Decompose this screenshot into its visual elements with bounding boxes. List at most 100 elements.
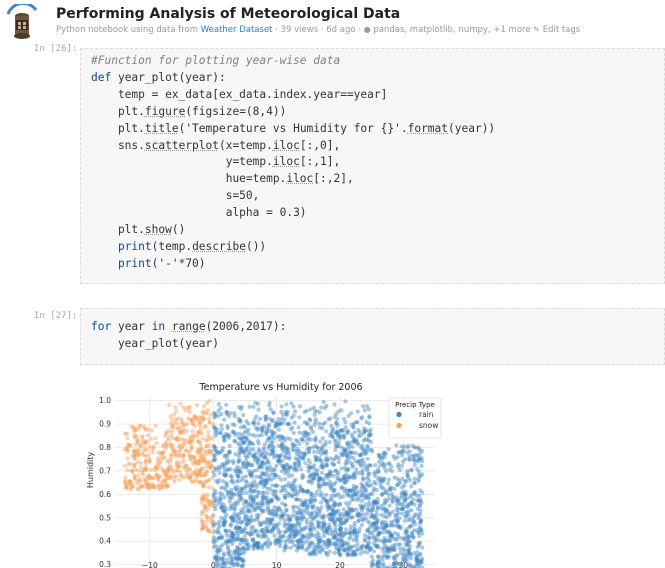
y-tick-label: 0.3 — [99, 560, 111, 568]
code-block[interactable]: for year in range(2006,2017): year_plot(… — [91, 319, 286, 353]
scatter-point-snow — [124, 483, 129, 488]
scatter-point-snow — [169, 457, 174, 462]
scatter-point-rain — [230, 495, 235, 500]
scatter-point-rain — [239, 478, 244, 483]
scatter-point-rain — [223, 453, 228, 458]
scatter-point-rain — [397, 478, 402, 484]
scatter-point-rain — [254, 541, 259, 546]
scatter-point-rain — [237, 466, 242, 472]
scatter-point-rain — [243, 514, 248, 519]
scatter-point-rain — [319, 500, 324, 505]
scatter-point-rain — [232, 492, 237, 497]
scatter-point-rain — [222, 454, 227, 459]
scatter-point-snow — [128, 443, 133, 448]
scatter-point-rain — [280, 533, 285, 539]
scatter-point-rain — [212, 521, 218, 526]
chart-title: Temperature vs Humidity for 2006 — [198, 382, 362, 393]
scatter-point-rain — [285, 450, 290, 455]
code-cell[interactable]: #Function for plotting year-wise data de… — [80, 48, 665, 284]
scatter-point-rain — [312, 412, 317, 417]
scatter-point-snow — [153, 464, 158, 469]
scatter-point-rain — [376, 554, 381, 559]
scatter-point-rain — [265, 504, 271, 509]
scatter-point-rain — [250, 432, 255, 438]
scatter-point-rain — [283, 495, 288, 500]
scatter-point-rain — [252, 421, 257, 426]
cell-prompt: In [27]: — [34, 311, 78, 321]
scatter-point-rain — [225, 432, 230, 437]
scatter-point-rain — [220, 464, 225, 469]
scatter-point-rain — [307, 432, 312, 437]
scatter-point-rain — [253, 433, 258, 438]
scatter-point-rain — [224, 460, 229, 465]
scatter-point-rain — [312, 463, 317, 468]
scatter-point-rain — [227, 528, 232, 533]
scatter-point-rain — [255, 493, 260, 498]
scatter-point-rain — [248, 485, 254, 490]
scatter-point-rain — [352, 529, 357, 534]
scatter-point-rain — [254, 484, 259, 490]
scatter-point-rain — [334, 468, 339, 473]
scatter-point-snow — [137, 424, 142, 429]
scatter-point-snow — [194, 473, 199, 478]
scatter-point-rain — [306, 464, 311, 469]
scatter-point-rain — [221, 520, 226, 525]
scatter-point-rain — [237, 419, 242, 424]
scatter-point-rain — [282, 465, 287, 470]
scatter-point-snow — [200, 417, 206, 422]
code-line: year_plot(year) — [91, 336, 219, 350]
scatter-point-rain — [262, 482, 267, 487]
scatter-point-rain — [360, 476, 366, 481]
scatter-point-rain — [255, 459, 260, 464]
scatter-point-rain — [258, 529, 263, 534]
pencil-icon[interactable]: ✎ — [533, 25, 540, 34]
scatter-point-rain — [213, 496, 218, 501]
scatter-point-rain — [227, 538, 232, 543]
scatter-point-rain — [399, 444, 404, 449]
scatter-point-rain — [333, 447, 338, 453]
scatter-point-rain — [275, 496, 280, 501]
scatter-point-rain — [309, 500, 314, 505]
scatter-point-rain — [264, 541, 269, 547]
scatter-point-rain — [212, 425, 217, 430]
scatter-point-rain — [231, 459, 236, 464]
scatter-point-rain — [321, 524, 326, 529]
scatter-point-rain — [353, 438, 358, 443]
scatter-point-rain — [255, 461, 260, 466]
scatter-point-rain — [252, 529, 257, 534]
scatter-point-rain — [237, 526, 242, 531]
scatter-point-rain — [236, 431, 241, 436]
scatter-point-snow — [179, 436, 184, 441]
scatter-point-rain — [313, 548, 318, 553]
scatter-point-rain — [317, 477, 322, 482]
scatter-point-rain — [221, 518, 226, 523]
scatter-point-rain — [264, 477, 270, 482]
edit-tags-link[interactable]: Edit tags — [542, 25, 581, 35]
scatter-point-rain — [233, 469, 238, 474]
scatter-point-rain — [268, 468, 273, 473]
scatter-point-rain — [221, 502, 226, 507]
scatter-point-snow — [206, 429, 211, 434]
code-cell[interactable]: for year in range(2006,2017): year_plot(… — [80, 308, 665, 365]
scatter-point-rain — [332, 414, 337, 419]
tags-list[interactable]: pandas, matplotlib, numpy, +1 more — [373, 25, 531, 35]
scatter-point-rain — [302, 502, 307, 507]
scatter-point-rain — [223, 564, 228, 568]
scatter-point-rain — [358, 452, 363, 458]
scatter-point-rain — [235, 537, 240, 542]
scatter-point-rain — [229, 535, 235, 540]
scatter-point-rain — [414, 553, 419, 558]
scatter-point-snow — [168, 474, 173, 479]
scatter-point-rain — [305, 511, 311, 516]
scatter-point-rain — [237, 552, 242, 557]
code-block[interactable]: #Function for plotting year-wise data de… — [91, 53, 495, 273]
scatter-point-rain — [261, 484, 266, 489]
avatar-icon[interactable] — [4, 4, 40, 42]
scatter-point-rain — [213, 556, 218, 561]
scatter-point-rain — [281, 465, 286, 471]
scatter-point-rain — [278, 538, 284, 543]
scatter-point-rain — [406, 443, 411, 448]
dataset-link[interactable]: Weather Dataset — [200, 25, 273, 35]
scatter-point-rain — [327, 479, 332, 484]
scatter-point-snow — [198, 448, 203, 453]
